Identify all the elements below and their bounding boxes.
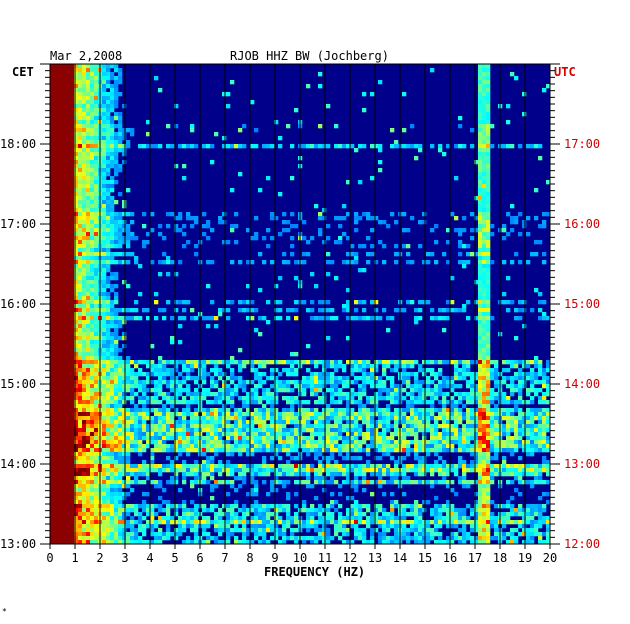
x-axis-ticks: 0 1 2 3 4 5 6 7 8 9 10 11 12 13 14 15 16 17 18 19 20 [46,544,557,565]
y-right-tick-label: 17:00 [564,137,600,151]
x-tick-label: 2 [96,551,103,565]
x-tick-label: 19 [518,551,532,565]
chart-date: Mar 2,2008 [50,49,122,63]
x-tick-label: 12 [343,551,357,565]
x-tick-label: 17 [468,551,482,565]
y-left-tick-label: 18:00 [0,137,36,151]
y-left-tick-label: 15:00 [0,377,36,391]
y-left-tick-label: 16:00 [0,297,36,311]
y-right-tick-label: 13:00 [564,457,600,471]
y-left-tick-label: 14:00 [0,457,36,471]
y-right-tick-label: 14:00 [564,377,600,391]
x-tick-label: 15 [418,551,432,565]
x-tick-label: 3 [121,551,128,565]
y-axis-right-ticks: 12:00 13:00 14:00 15:00 16:00 17:00 [550,63,600,551]
y-left-tick-label: 17:00 [0,217,36,231]
grid-lines [49,64,551,544]
y-right-tick-label: 12:00 [564,537,600,551]
x-tick-label: 7 [221,551,228,565]
x-tick-label: 14 [393,551,407,565]
x-tick-label: 8 [246,551,253,565]
y-left-tick-label: 13:00 [0,537,36,551]
x-tick-label: 6 [196,551,203,565]
chart-title: RJOB HHZ BW (Jochberg) [230,49,389,63]
x-axis-label: FREQUENCY (HZ) [264,565,365,579]
x-tick-label: 1 [71,551,78,565]
footnote-mark: * [2,607,7,616]
x-tick-label: 13 [368,551,382,565]
left-timezone-label: CET [12,65,34,79]
x-tick-label: 20 [543,551,557,565]
x-tick-label: 10 [293,551,307,565]
x-tick-label: 5 [171,551,178,565]
x-tick-label: 18 [493,551,507,565]
y-axis-left-ticks: 13:00 14:00 15:00 16:00 17:00 18:00 [0,63,50,551]
y-right-tick-label: 15:00 [564,297,600,311]
x-tick-label: 4 [146,551,153,565]
x-tick-label: 0 [46,551,53,565]
right-timezone-label: UTC [554,65,576,79]
x-tick-label: 16 [443,551,457,565]
x-tick-label: 11 [318,551,332,565]
x-tick-label: 9 [271,551,278,565]
y-right-tick-label: 16:00 [564,217,600,231]
